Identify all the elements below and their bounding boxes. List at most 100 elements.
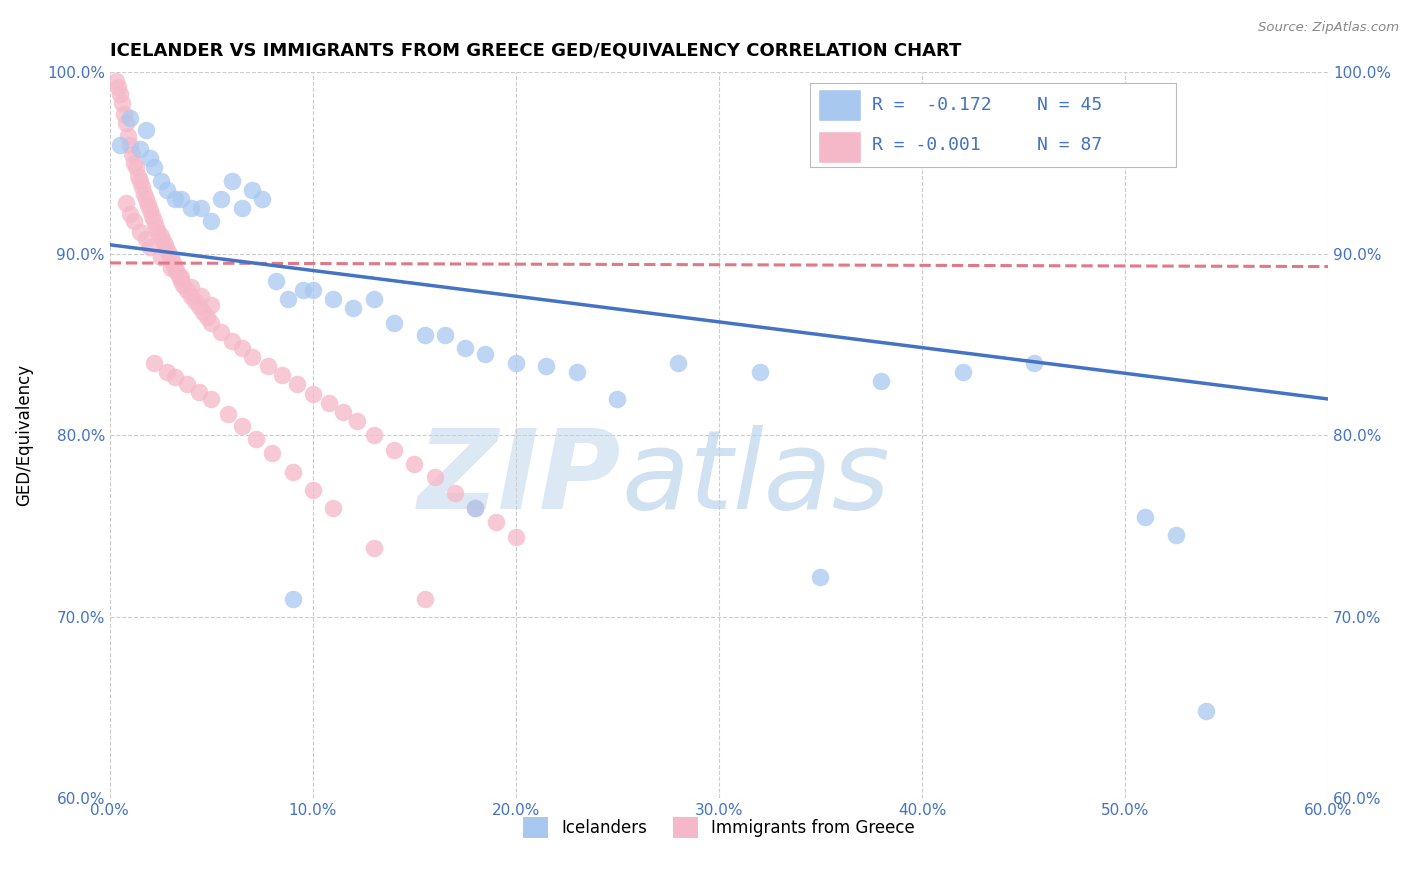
Point [200, 392, 222, 406]
Point [1164, 528, 1187, 542]
Point [129, 142, 152, 156]
Point [301, 483, 323, 497]
Point [139, 239, 162, 253]
Point [505, 356, 527, 370]
Point [536, 359, 558, 374]
Point [120, 207, 142, 221]
Point [122, 156, 145, 170]
Point [163, 370, 186, 384]
Point [122, 214, 145, 228]
Point [104, 74, 127, 88]
Point [464, 500, 486, 515]
Text: ICELANDER VS IMMIGRANTS FROM GREECE GED/EQUIVALENCY CORRELATION CHART: ICELANDER VS IMMIGRANTS FROM GREECE GED/… [110, 42, 962, 60]
Point [382, 316, 405, 330]
Point [155, 183, 177, 197]
Text: ZIP: ZIP [418, 425, 621, 533]
Point [322, 500, 344, 515]
Point [291, 283, 314, 297]
Point [148, 225, 170, 239]
Point [157, 247, 180, 261]
Point [145, 219, 167, 234]
Point [134, 186, 156, 201]
Point [209, 325, 232, 339]
Point [153, 237, 176, 252]
Point [209, 193, 232, 207]
Point [318, 395, 340, 409]
Point [404, 458, 426, 472]
Point [810, 570, 832, 584]
Point [285, 377, 308, 392]
Point [155, 365, 177, 379]
Point [143, 356, 166, 370]
Point [413, 591, 436, 606]
Point [195, 310, 218, 325]
Point [1135, 510, 1157, 524]
Point [423, 470, 446, 484]
Point [231, 202, 253, 216]
Point [363, 541, 385, 555]
Point [139, 203, 162, 218]
Point [121, 147, 143, 161]
Point [1022, 356, 1045, 370]
Point [143, 160, 166, 174]
Point [149, 251, 172, 265]
Point [141, 209, 163, 223]
Point [170, 274, 193, 288]
Point [131, 179, 153, 194]
Point [117, 128, 139, 143]
Point [180, 202, 202, 216]
Point [281, 465, 304, 479]
Point [152, 234, 174, 248]
Point [163, 193, 186, 207]
Point [257, 359, 280, 374]
Point [162, 256, 184, 270]
Point [474, 346, 496, 360]
Point [221, 174, 243, 188]
Point [271, 368, 294, 383]
Point [382, 442, 405, 457]
Point [136, 198, 159, 212]
Point [108, 138, 131, 153]
Point [166, 265, 188, 279]
Point [167, 268, 190, 283]
Point [264, 274, 287, 288]
Point [250, 193, 273, 207]
Point [172, 277, 194, 292]
Point [120, 138, 142, 153]
Point [107, 79, 129, 94]
Point [281, 591, 304, 606]
Point [176, 283, 198, 297]
Point [200, 298, 222, 312]
Point [666, 356, 689, 370]
Point [505, 530, 527, 544]
Point [200, 214, 222, 228]
Point [231, 341, 253, 355]
Point [200, 316, 222, 330]
Point [952, 365, 974, 379]
Point [240, 183, 263, 197]
Point [363, 292, 385, 306]
Point [129, 225, 152, 239]
Point [120, 111, 142, 125]
Point [262, 446, 284, 460]
Point [1195, 704, 1218, 718]
Point [149, 174, 172, 188]
Point [111, 96, 134, 111]
Point [322, 292, 344, 306]
Point [217, 407, 239, 421]
Point [190, 288, 212, 302]
Text: atlas: atlas [621, 425, 890, 533]
Legend: Icelanders, Immigrants from Greece: Icelanders, Immigrants from Greece [516, 811, 921, 844]
Point [180, 279, 202, 293]
Point [191, 305, 214, 319]
Point [155, 244, 177, 258]
Point [565, 365, 588, 379]
Point [143, 214, 166, 228]
Point [184, 293, 207, 308]
Point [115, 116, 138, 130]
Point [301, 386, 323, 401]
Point [606, 392, 628, 406]
Point [125, 160, 148, 174]
Point [748, 365, 770, 379]
Point [454, 341, 477, 355]
